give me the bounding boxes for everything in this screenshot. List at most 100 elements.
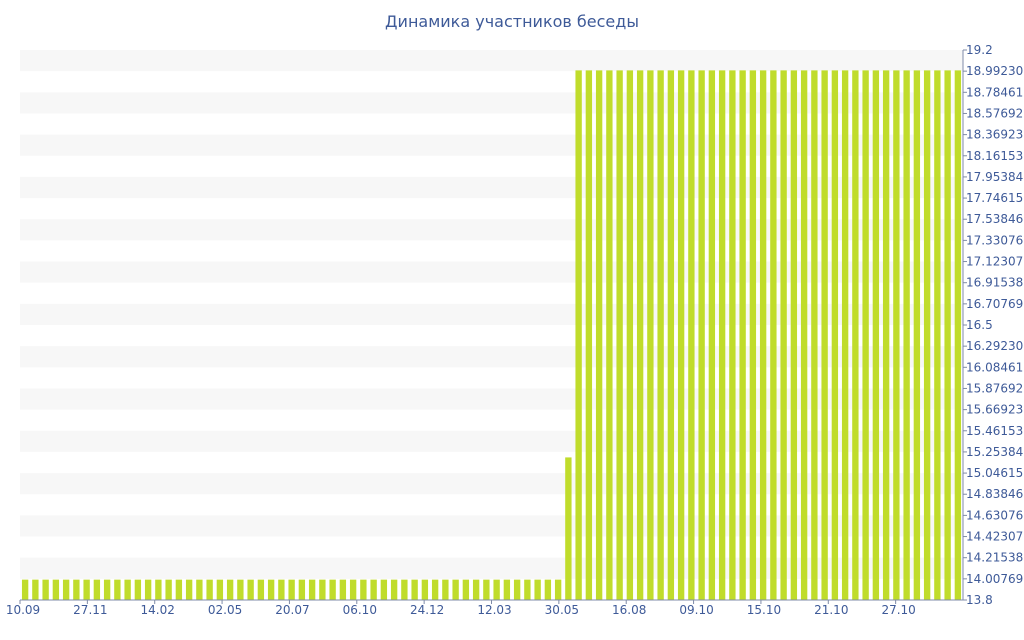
bar xyxy=(524,579,531,600)
y-tick-label: 18.78461 xyxy=(966,85,1023,99)
bar xyxy=(216,579,224,600)
bar xyxy=(616,70,623,601)
bar xyxy=(380,579,388,600)
bar xyxy=(677,70,685,601)
bar xyxy=(103,579,111,600)
bar xyxy=(811,70,818,601)
bar xyxy=(390,579,398,600)
bar xyxy=(841,70,849,601)
bar xyxy=(626,70,634,601)
y-tick-label: 15.46153 xyxy=(966,424,1023,438)
bar xyxy=(923,70,931,601)
bar xyxy=(32,579,39,600)
grid-bands xyxy=(20,50,963,579)
x-tick-label: 16.08 xyxy=(612,603,646,617)
y-tick-label: 16.29230 xyxy=(966,339,1023,353)
grid-band xyxy=(20,261,963,283)
y-tick-label: 17.33076 xyxy=(966,233,1023,247)
x-tick-label: 15.10 xyxy=(747,603,781,617)
y-tick-label: 15.87692 xyxy=(966,381,1023,395)
bar xyxy=(237,579,244,600)
bar xyxy=(657,70,664,601)
bar xyxy=(83,579,90,600)
bar xyxy=(882,70,890,601)
bar xyxy=(52,579,60,600)
x-tick-label: 10.09 xyxy=(6,603,40,617)
y-tick-label: 17.12307 xyxy=(966,255,1023,269)
bar xyxy=(421,579,429,600)
bar xyxy=(790,70,798,601)
bar xyxy=(800,70,808,601)
x-axis-ticks: 10.09 27.11 14.02 02.05 20.07 06.10 24.12 12.03… xyxy=(6,600,916,617)
bar xyxy=(544,579,552,600)
bar xyxy=(729,70,736,601)
y-tick-label: 15.04615 xyxy=(966,466,1023,480)
bar xyxy=(913,70,921,601)
y-tick-label: 14.63076 xyxy=(966,508,1023,522)
bar xyxy=(319,579,326,600)
x-tick-label: 24.12 xyxy=(410,603,444,617)
bar xyxy=(739,70,746,601)
x-tick-label: 21.10 xyxy=(814,603,848,617)
x-tick-label: 27.10 xyxy=(881,603,915,617)
y-tick-label: 14.00769 xyxy=(966,572,1023,586)
y-tick-label: 17.53846 xyxy=(966,212,1023,226)
grid-band xyxy=(20,473,963,495)
bar xyxy=(503,579,511,600)
x-tick-label: 02.05 xyxy=(208,603,242,617)
bar xyxy=(431,579,439,600)
bar xyxy=(513,579,521,600)
bar xyxy=(944,70,951,601)
grid-band xyxy=(20,134,963,156)
bar xyxy=(21,579,29,600)
bar xyxy=(93,579,101,600)
bar xyxy=(483,579,490,600)
grid-band xyxy=(20,303,963,325)
y-tick-label: 13.8 xyxy=(966,593,993,607)
grid-band xyxy=(20,219,963,241)
bar xyxy=(134,579,142,600)
bar xyxy=(780,70,787,601)
bar xyxy=(401,579,408,600)
x-tick-label: 06.10 xyxy=(343,603,377,617)
y-axis-ticks: 19.2 18.99230 18.78461 18.57692 18.36923 18.1… xyxy=(963,43,1023,607)
grid-band xyxy=(20,92,963,114)
y-tick-label: 18.99230 xyxy=(966,64,1023,78)
bar xyxy=(62,579,70,600)
bars xyxy=(21,70,962,601)
bar xyxy=(821,70,828,601)
bar xyxy=(349,579,357,600)
grid-band xyxy=(20,515,963,537)
y-tick-label: 18.16153 xyxy=(966,149,1023,163)
bar xyxy=(165,579,172,600)
bar xyxy=(452,579,459,600)
bar xyxy=(185,579,193,600)
y-tick-label: 17.74615 xyxy=(966,191,1023,205)
y-tick-label: 15.25384 xyxy=(966,445,1023,459)
bar xyxy=(114,579,121,600)
bar xyxy=(226,579,234,600)
bar xyxy=(647,70,654,601)
y-tick-label: 16.08461 xyxy=(966,360,1023,374)
bar xyxy=(595,70,603,601)
bar xyxy=(472,579,480,600)
bar xyxy=(606,70,613,601)
bar xyxy=(862,70,869,601)
bar xyxy=(688,70,695,601)
bar xyxy=(636,70,644,601)
bar xyxy=(575,70,582,601)
bar xyxy=(903,70,910,601)
bar xyxy=(257,579,265,600)
bar xyxy=(934,70,941,601)
bar xyxy=(278,579,285,600)
x-tick-label: 27.11 xyxy=(73,603,107,617)
bar xyxy=(759,70,767,601)
bar xyxy=(852,70,859,601)
bar xyxy=(288,579,295,600)
y-tick-label: 18.36923 xyxy=(966,128,1023,142)
chart-title: Динамика участников беседы xyxy=(385,12,639,31)
y-tick-label: 14.83846 xyxy=(966,487,1023,501)
x-tick-label: 09.10 xyxy=(679,603,713,617)
bar xyxy=(770,70,777,601)
